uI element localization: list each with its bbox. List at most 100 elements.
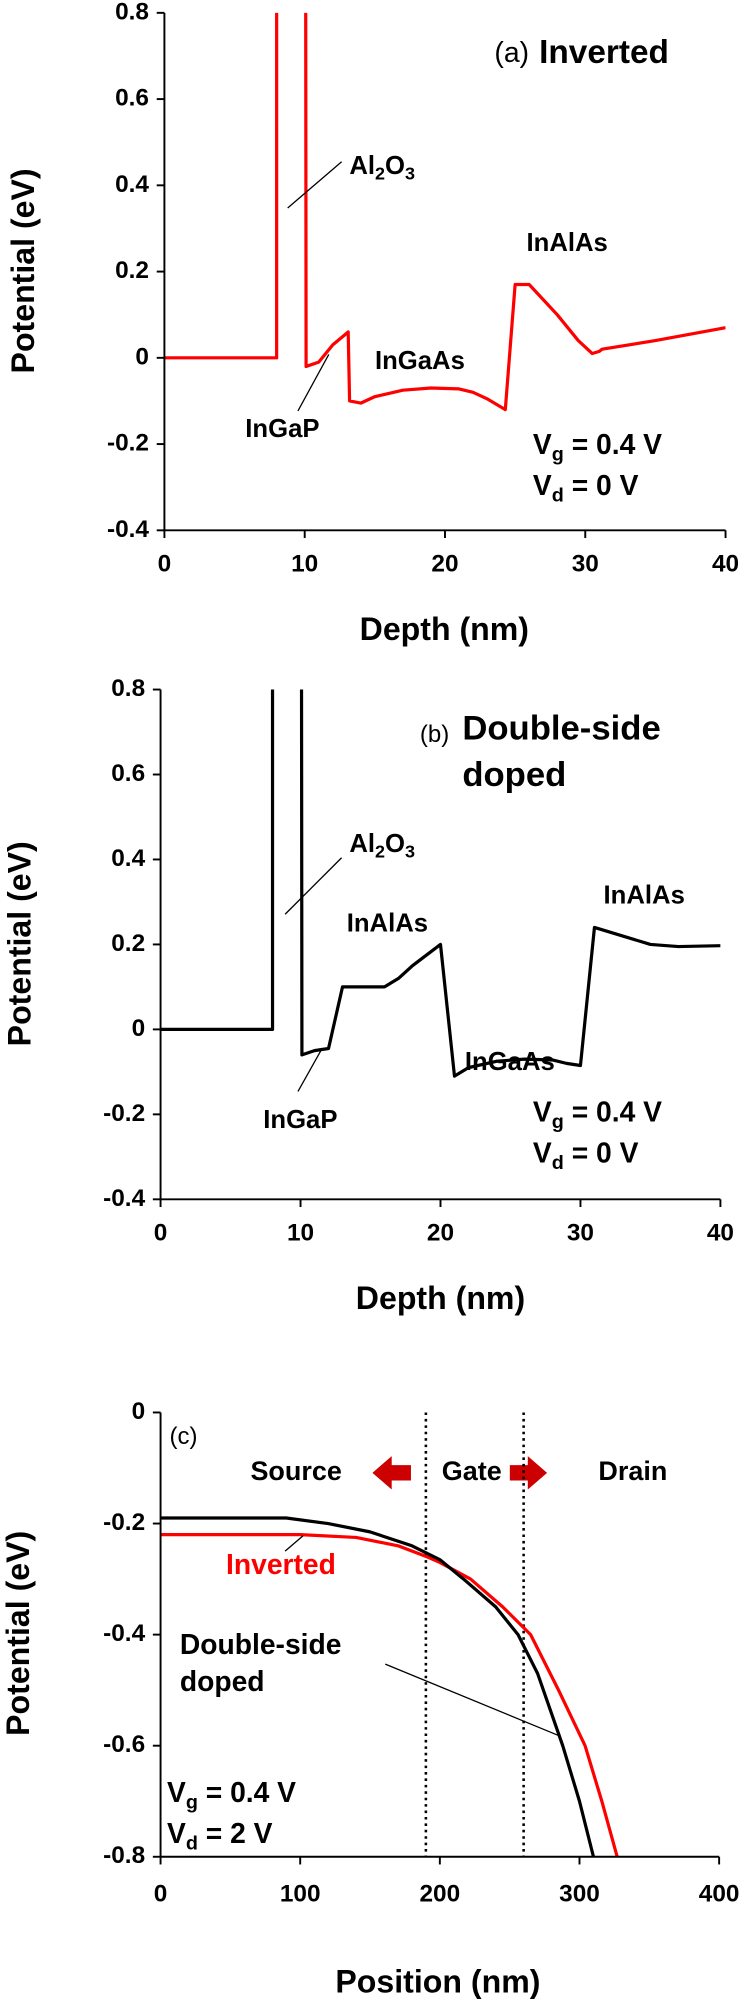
annotation-part: InGaAs <box>375 347 465 375</box>
leader-line <box>284 1535 304 1552</box>
annotation: InGaAs <box>375 347 465 375</box>
annotation-part: (c) <box>170 1424 198 1451</box>
annotation-part: V <box>533 1137 552 1169</box>
data-line <box>160 1533 619 1857</box>
annotation-part: V <box>167 1777 186 1809</box>
annotation-part: V <box>167 1818 186 1850</box>
annotation: (c) <box>170 1424 198 1451</box>
annotation: Vg = 0.4 V <box>533 1096 662 1133</box>
annotation-part: Source <box>250 1456 341 1486</box>
x-tick-label: 10 <box>287 1219 314 1246</box>
annotation: Drain <box>598 1456 667 1486</box>
annotation-part: g <box>186 1792 198 1814</box>
annotation: Source <box>250 1456 341 1486</box>
annotation-part: 3 <box>405 841 415 861</box>
annotation-part: d <box>186 1833 198 1855</box>
arrow-right <box>509 1456 548 1490</box>
y-axis-title: Potential (eV) <box>0 1531 36 1736</box>
x-tick-label: 40 <box>712 550 739 577</box>
data-line <box>164 12 726 412</box>
annotation: (b) <box>420 721 449 748</box>
annotation-part: Al <box>349 830 375 858</box>
annotation-part: InGaAs <box>465 1048 555 1076</box>
y-axis-title: Potential (eV) <box>1 841 37 1046</box>
annotation-part: V <box>533 428 552 460</box>
leader-line <box>297 354 330 412</box>
annotation: Double-side doped <box>179 1628 342 1698</box>
annotation-part: = 2 V <box>198 1818 273 1850</box>
annotation-part: Al <box>349 152 375 180</box>
y-tick-label: 0.4 <box>115 171 149 198</box>
x-tick-label: 30 <box>572 550 599 577</box>
y-tick-label: -0.4 <box>103 1620 145 1647</box>
arrow-left <box>372 1456 411 1490</box>
annotation-part: 3 <box>405 163 415 183</box>
annotation-part: Inverted <box>539 34 669 71</box>
leader-line <box>287 161 343 209</box>
annotation-part: d <box>552 485 564 507</box>
annotation-part: O <box>385 830 405 858</box>
y-tick-label: 0.2 <box>115 257 149 284</box>
y-axis-title: Potential (eV) <box>5 168 41 373</box>
annotation: Vd = 0 V <box>533 1137 639 1174</box>
annotation-part: 2 <box>375 163 385 183</box>
y-tick-label: 0 <box>132 1015 146 1042</box>
y-tick-label: -0.6 <box>103 1731 145 1758</box>
y-tick-label: -0.2 <box>107 430 149 457</box>
annotation: Vd = 2 V <box>167 1818 273 1855</box>
x-tick-label: 100 <box>280 1881 321 1908</box>
x-tick-label: 200 <box>420 1881 461 1908</box>
annotation: Vd = 0 V <box>533 469 639 506</box>
annotation-box: Double-side doped <box>179 1628 342 1698</box>
annotation: InGaAs <box>465 1048 555 1076</box>
annotation-part: InGaP <box>263 1106 337 1134</box>
series-label: Inverted <box>226 1548 336 1580</box>
annotation-part: InAlAs <box>604 881 685 909</box>
annotation-part: V <box>533 1096 552 1128</box>
annotation-part: g <box>552 1111 564 1133</box>
x-axis-title: Depth (nm) <box>360 611 529 647</box>
x-tick-label: 40 <box>707 1219 734 1246</box>
annotation: InAlAs <box>527 229 608 257</box>
annotation: (a) Inverted <box>494 34 669 71</box>
annotation: InGaP <box>263 1106 337 1134</box>
annotation-part: 2 <box>375 841 385 861</box>
y-tick-label: 0 <box>135 343 149 370</box>
annotation-part: = 0.4 V <box>564 1096 662 1128</box>
x-tick-label: 300 <box>559 1881 600 1908</box>
x-axis-title: Depth (nm) <box>356 1280 525 1316</box>
annotation-part: Drain <box>598 1456 667 1486</box>
annotation-part: d <box>552 1152 564 1174</box>
x-tick-label: 20 <box>431 550 458 577</box>
annotation: Vg = 0.4 V <box>533 428 662 465</box>
leader-line <box>297 1050 322 1092</box>
annotation-part: (b) <box>420 721 449 748</box>
annotation-part: InAlAs <box>347 909 428 937</box>
annotation: Al2O3 <box>349 152 415 184</box>
annotation-part: g <box>552 444 564 466</box>
y-tick-label: 0.8 <box>111 675 145 702</box>
x-tick-label: 20 <box>427 1219 454 1246</box>
y-tick-label: 0 <box>132 1398 146 1425</box>
y-tick-label: -0.4 <box>107 516 149 543</box>
x-tick-label: 400 <box>699 1881 740 1908</box>
annotation-part: = 0.4 V <box>198 1777 296 1809</box>
annotation-part: (a) <box>494 36 529 68</box>
y-tick-label: -0.2 <box>103 1509 145 1536</box>
y-tick-label: 0.8 <box>115 0 149 25</box>
x-tick-label: 10 <box>291 550 318 577</box>
annotation: Gate <box>442 1456 502 1486</box>
annotation: InGaP <box>245 415 319 443</box>
x-tick-label: 0 <box>158 550 172 577</box>
y-tick-label: 0.6 <box>115 85 149 112</box>
x-tick-label: 0 <box>154 1219 168 1246</box>
y-tick-label: -0.8 <box>103 1842 145 1869</box>
annotation-box: Double-side doped <box>462 708 661 794</box>
annotation: Double-side doped <box>462 708 661 794</box>
annotation: InAlAs <box>604 881 685 909</box>
y-tick-label: -0.2 <box>103 1100 145 1127</box>
x-tick-label: 30 <box>567 1219 594 1246</box>
annotation-part: InAlAs <box>527 229 608 257</box>
